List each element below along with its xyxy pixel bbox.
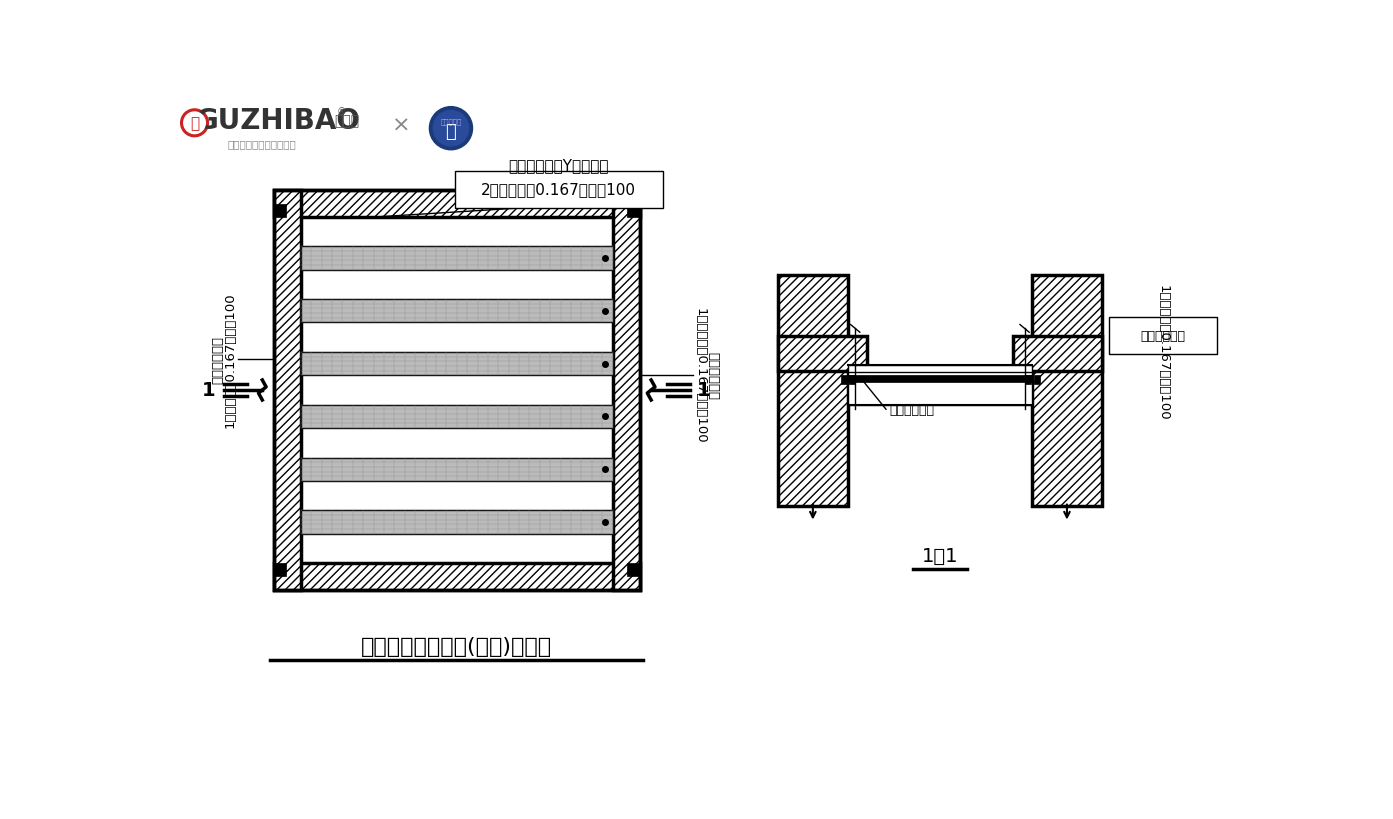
Text: 碳纤维布压条: 碳纤维布压条	[212, 336, 224, 384]
Bar	[274, 563, 639, 590]
Bar	[841, 375, 847, 384]
Bar	[779, 337, 866, 371]
Bar	[847, 375, 1032, 382]
Text: 1: 1	[202, 381, 216, 400]
Bar	[301, 247, 613, 270]
Text: 碳纤维布压条: 碳纤维布压条	[1141, 329, 1185, 342]
Bar	[301, 405, 613, 428]
Text: 碳纤维布压条: 碳纤维布压条	[706, 351, 719, 399]
Bar	[301, 218, 613, 563]
Text: 固技术研究: 固技术研究	[440, 118, 461, 124]
Bar	[274, 191, 639, 590]
Bar	[850, 375, 855, 384]
Circle shape	[181, 110, 209, 138]
Text: 1－1: 1－1	[922, 546, 958, 565]
Text: 建筑加固新材研究与制造: 建筑加固新材研究与制造	[228, 139, 297, 149]
Text: 板局部加固平面图(底面)大样图: 板局部加固平面图(底面)大样图	[361, 636, 552, 657]
Bar	[301, 511, 613, 534]
Bar	[1109, 318, 1217, 355]
Bar	[779, 275, 847, 506]
Bar	[627, 206, 639, 218]
Text: 碳纤维布压条: 碳纤维布压条	[890, 403, 935, 416]
Circle shape	[433, 111, 468, 147]
Bar	[627, 563, 639, 576]
Text: 1层（厚度为0.167）宽度100: 1层（厚度为0.167）宽度100	[223, 292, 237, 428]
Bar	[454, 171, 663, 208]
Bar	[274, 206, 286, 218]
Text: 1层（厚度为0.167）宽度100: 1层（厚度为0.167）宽度100	[694, 307, 706, 443]
Bar	[301, 353, 613, 376]
Bar	[274, 563, 286, 576]
Bar	[847, 366, 1032, 406]
Text: 固: 固	[446, 122, 457, 140]
Bar	[1013, 337, 1102, 371]
Bar	[1032, 275, 1102, 506]
Bar	[301, 458, 613, 481]
Text: GUZHIBAO: GUZHIBAO	[195, 107, 361, 135]
Circle shape	[184, 113, 205, 134]
Bar	[1025, 375, 1031, 384]
Bar	[301, 300, 613, 323]
Bar	[274, 191, 301, 590]
Text: 固: 固	[189, 116, 199, 131]
Text: 2层（厚度为0.167）宽度100: 2层（厚度为0.167）宽度100	[481, 183, 637, 197]
Bar	[1034, 375, 1041, 384]
Bar	[274, 191, 639, 218]
Text: ®: ®	[337, 107, 347, 117]
Text: 1: 1	[696, 381, 710, 400]
Text: ×: ×	[391, 115, 410, 135]
Circle shape	[429, 107, 472, 151]
Text: 1层（厚度为0.167）宽度100: 1层（厚度为0.167）宽度100	[1156, 284, 1170, 420]
Text: 碳纤维布，沿Y方向粘贴: 碳纤维布，沿Y方向粘贴	[508, 158, 609, 173]
Text: 固之宝: 固之宝	[334, 115, 359, 129]
Bar	[613, 191, 639, 590]
